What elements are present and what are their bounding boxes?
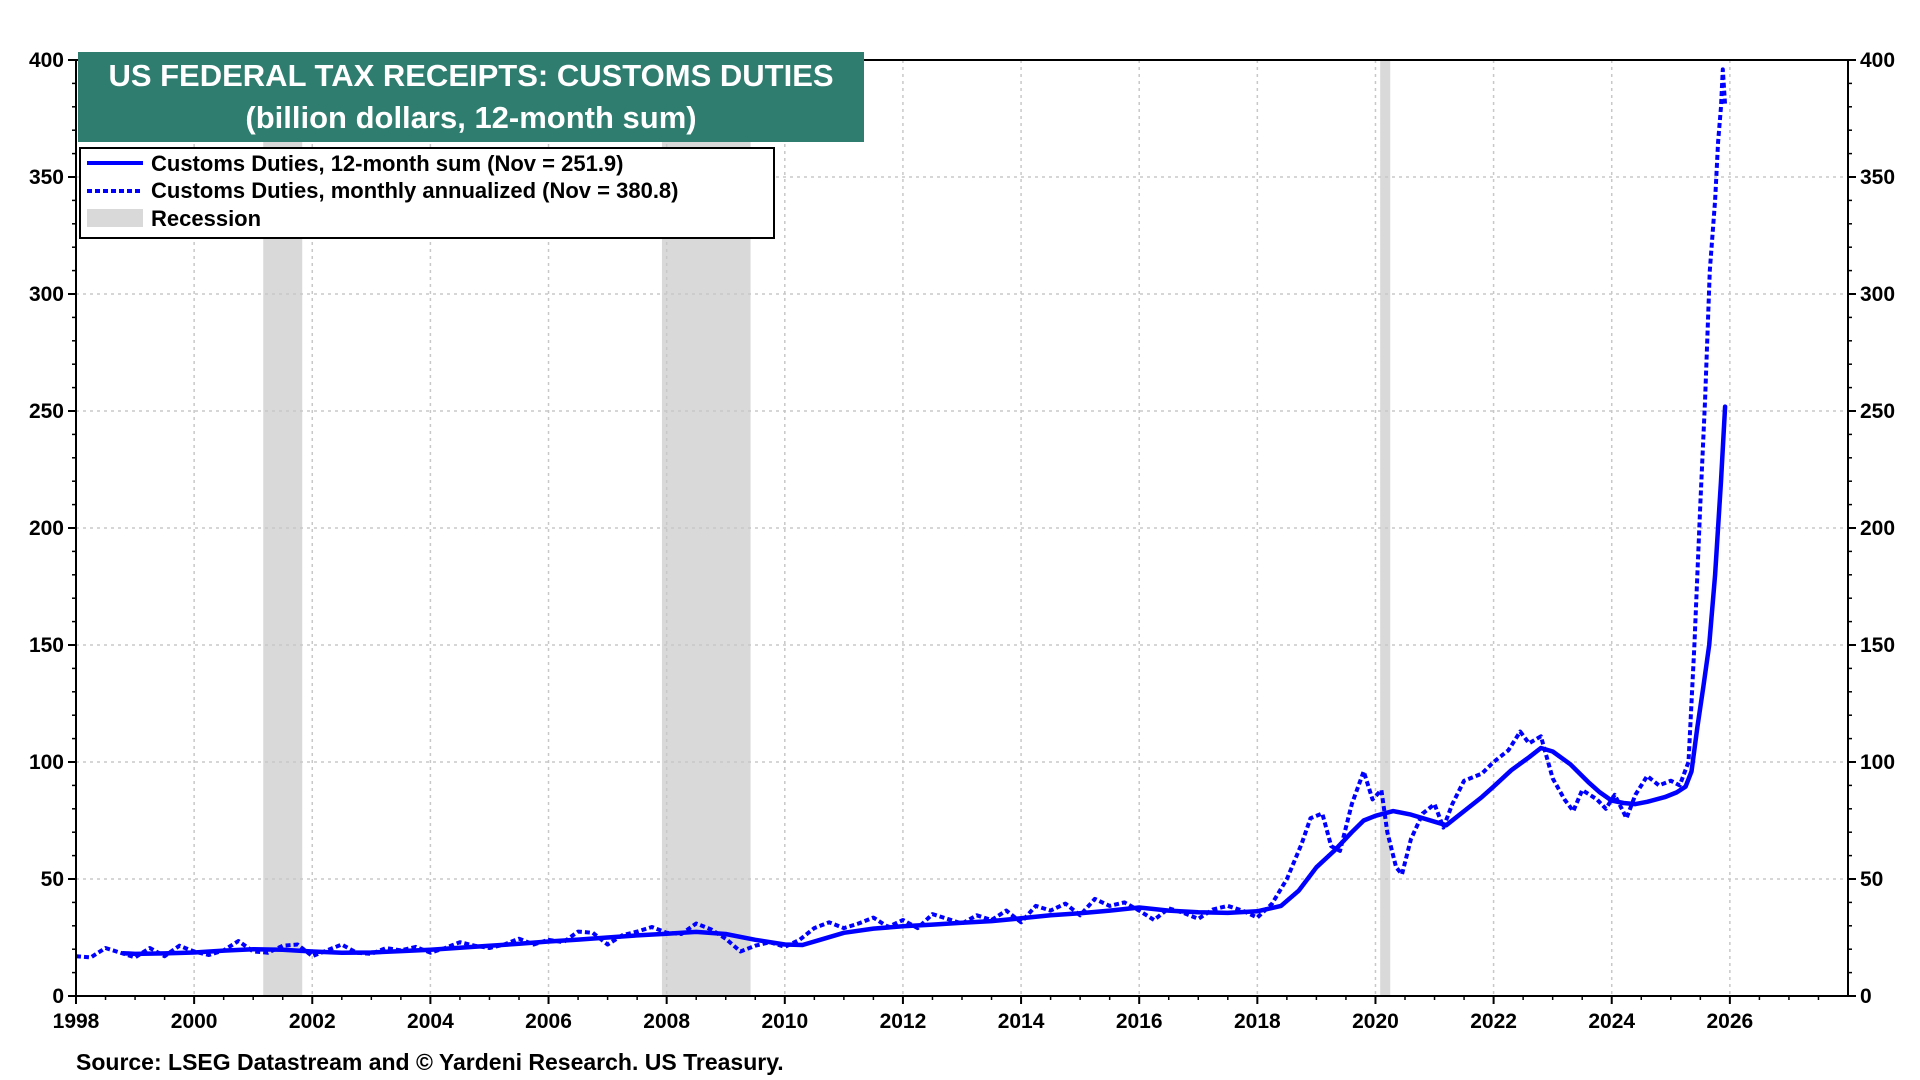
legend: Customs Duties, 12-month sum (Nov = 251.… [79, 147, 775, 239]
x-tick-label-2020: 2020 [1352, 1010, 1399, 1033]
x-tick-label-2026: 2026 [1707, 1010, 1754, 1033]
y-tick-label-left-300: 300 [29, 283, 64, 306]
y-tick-label-left-350: 350 [29, 166, 64, 189]
x-tick-label-2000: 2000 [171, 1010, 218, 1033]
y-tick-label-right-150: 150 [1860, 634, 1895, 657]
y-tick-label-right-300: 300 [1860, 283, 1895, 306]
title-background [78, 52, 864, 142]
x-tick-label-1998: 1998 [53, 1010, 100, 1033]
legend-label-monthly-annualized: Customs Duties, monthly annualized (Nov … [151, 178, 679, 203]
y-tick-label-left-150: 150 [29, 634, 64, 657]
y-tick-label-right-0: 0 [1860, 985, 1872, 1008]
y-tick-label-left-0: 0 [52, 985, 64, 1008]
chart-subtitle: (billion dollars, 12-month sum) [245, 100, 696, 135]
y-tick-label-right-350: 350 [1860, 166, 1895, 189]
series-lines [75, 67, 1728, 960]
x-tick-label-2012: 2012 [880, 1010, 927, 1033]
y-tick-label-left-400: 400 [29, 49, 64, 72]
x-tick-label-2022: 2022 [1470, 1010, 1517, 1033]
y-tick-label-left-250: 250 [29, 400, 64, 423]
x-tick-label-2008: 2008 [643, 1010, 690, 1033]
x-tick-label-2024: 2024 [1588, 1010, 1635, 1033]
y-tick-label-left-50: 50 [41, 868, 64, 891]
legend-label-12-month-sum: Customs Duties, 12-month sum (Nov = 251.… [151, 151, 624, 176]
y-tick-label-left-200: 200 [29, 517, 64, 540]
x-tick-label-2014: 2014 [998, 1010, 1045, 1033]
y-tick-label-right-100: 100 [1860, 751, 1895, 774]
chart-title: US FEDERAL TAX RECEIPTS: CUSTOMS DUTIES [108, 58, 833, 93]
y-tick-label-right-200: 200 [1860, 517, 1895, 540]
y-tick-label-right-400: 400 [1860, 49, 1895, 72]
legend-box [79, 147, 775, 239]
legend-swatch-recession [87, 209, 143, 227]
x-tick-label-2006: 2006 [525, 1010, 572, 1033]
x-tick-label-2002: 2002 [289, 1010, 336, 1033]
source-note: Source: LSEG Datastream and © Yardeni Re… [76, 1049, 784, 1075]
series-line-12-month-sum [121, 404, 1728, 957]
x-tick-label-2010: 2010 [761, 1010, 808, 1033]
y-tick-label-right-50: 50 [1860, 868, 1883, 891]
axes: 1998 2000 2002 2004 2006 2008 2010 2012 2014 2016… [29, 49, 1895, 1033]
title-box: US FEDERAL TAX RECEIPTS: CUSTOMS DUTIES … [78, 52, 864, 142]
series-line-monthly-annualized [75, 67, 1728, 960]
y-tick-label-left-100: 100 [29, 751, 64, 774]
y-tick-label-right-250: 250 [1860, 400, 1895, 423]
legend-label-recession: Recession [151, 206, 261, 231]
x-tick-label-2016: 2016 [1116, 1010, 1163, 1033]
x-tick-label-2004: 2004 [407, 1010, 454, 1033]
x-tick-label-2018: 2018 [1234, 1010, 1281, 1033]
